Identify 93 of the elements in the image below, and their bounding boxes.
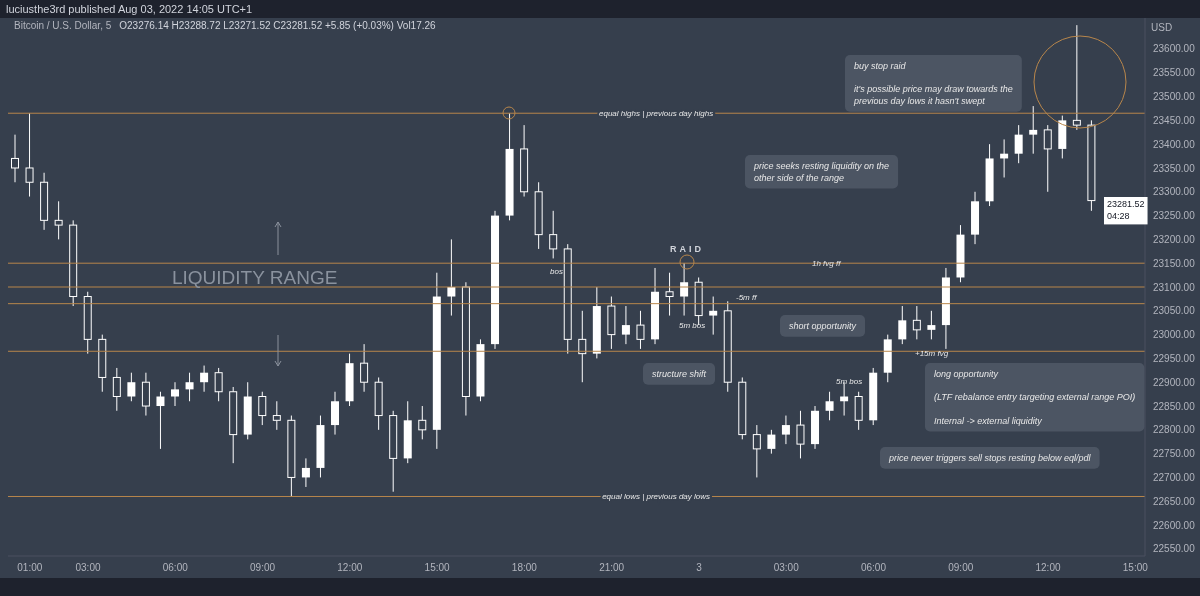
x-tick-label: 03:00 [773, 562, 800, 574]
candlestick [825, 391, 834, 421]
x-tick-label: 12:00 [337, 562, 363, 574]
candlestick [360, 343, 369, 393]
annotation: RAID [670, 244, 704, 254]
candlestick [127, 372, 136, 402]
annotation: -5m ff [736, 293, 758, 302]
candlestick [912, 305, 921, 340]
x-tick-label: 06:00 [162, 562, 189, 574]
candlestick [767, 429, 776, 455]
y-tick-label: 23000.00 [1153, 329, 1196, 341]
candlestick [578, 310, 587, 383]
x-tick-label: 12:00 [1035, 562, 1061, 574]
candlestick [141, 372, 150, 417]
text: buy stop raid it's possible price may draw towards the previous day lows it hasn't swept [854, 61, 1013, 107]
candlestick [200, 365, 209, 393]
candlestick [185, 372, 194, 402]
candlestick [418, 405, 427, 440]
candlestick [665, 272, 674, 317]
y-tick-label: 23550.00 [1153, 67, 1196, 79]
x-tick-label: 01:00 [17, 562, 43, 574]
y-tick-label: 23100.00 [1153, 281, 1196, 293]
annotation: short opportunity [789, 321, 857, 331]
candlestick [11, 134, 19, 183]
candlestick [258, 391, 267, 426]
candlestick [214, 367, 223, 402]
text: luciusthe3rd published Aug 03, 2022 14:05 UTC+1 [6, 3, 253, 15]
y-tick-label: 23150.00 [1153, 257, 1196, 269]
x-tick-label: 09:00 [250, 562, 276, 574]
annotation: 5m bos [836, 377, 863, 386]
candlestick [549, 210, 558, 259]
y-tick-label: 22850.00 [1153, 400, 1196, 412]
annotation: price never triggers sell stops resting below eql/pdl [888, 453, 1092, 463]
y-axis-title: USD [1151, 22, 1173, 34]
y-tick-label: 22700.00 [1153, 471, 1196, 483]
y-tick-label: 23200.00 [1153, 233, 1196, 245]
x-tick-label: 15:00 [1122, 562, 1149, 574]
annotation: LIQUIDITY RANGE [172, 267, 338, 288]
chart-title: Bitcoin / U.S. Dollar, 5 [14, 20, 112, 31]
candlestick [272, 400, 281, 431]
y-tick-label: 22650.00 [1153, 495, 1196, 507]
candlestick [927, 310, 936, 340]
annotation: bos [550, 267, 563, 276]
ref-line-label: equal highs | previous day highs [599, 109, 714, 119]
x-tick-label: 21:00 [599, 562, 625, 574]
x-tick-label: 15:00 [424, 562, 451, 574]
annotation: 5m bos [679, 321, 706, 330]
x-tick-label: 06:00 [860, 562, 887, 574]
candlestick [112, 367, 121, 412]
candlestick [898, 305, 907, 345]
annotation: price seeks resting liquidity on the other side of the range [753, 161, 890, 183]
candlestick [1043, 124, 1052, 193]
annotation: structure shift [652, 369, 707, 379]
x-tick-label: 09:00 [948, 562, 974, 574]
x-tick-label: 03:00 [75, 562, 101, 574]
candlestick [1014, 124, 1023, 164]
y-tick-label: 22600.00 [1153, 519, 1196, 531]
y-tick-label: 23350.00 [1153, 162, 1196, 174]
y-tick-label: 23400.00 [1153, 138, 1196, 150]
candlestick [1029, 105, 1038, 155]
y-tick-label: 22950.00 [1153, 352, 1196, 364]
y-tick-label: 23050.00 [1153, 305, 1196, 317]
candlestick [25, 112, 34, 198]
text: long opportunity (LTF rebalance entry targeting external range POI) Internal -> external liquidity [934, 369, 1136, 426]
candlestick [54, 200, 63, 240]
candlestick [301, 457, 310, 488]
annotation: +15m fvg [915, 349, 949, 358]
y-tick-label: 22900.00 [1153, 376, 1196, 388]
y-tick-label: 23500.00 [1153, 91, 1196, 103]
x-tick-label: 3 [696, 562, 703, 574]
candlestick [752, 424, 761, 478]
candlestick [854, 391, 863, 431]
candlestick [171, 381, 179, 407]
candlestick [709, 296, 718, 336]
y-tick-label: 22550.00 [1153, 543, 1196, 555]
candlestick [781, 415, 790, 445]
y-tick-label: 23600.00 [1153, 43, 1196, 55]
y-tick-label: 22800.00 [1153, 424, 1196, 436]
y-tick-label: 22750.00 [1153, 448, 1196, 460]
chart-subtitle: O23276.14 H23288.72 L23271.52 C23281.52 +5.85 (+0.03%) Vol17.26 [119, 20, 436, 31]
y-tick-label: 23250.00 [1153, 210, 1196, 222]
annotation: 1h fvg ff [812, 259, 842, 268]
candlestick [680, 262, 689, 317]
y-tick-label: 23450.00 [1153, 114, 1196, 126]
candlestick [1072, 24, 1081, 131]
candlestick [156, 391, 165, 450]
y-tick-label: 23300.00 [1153, 186, 1196, 198]
candlestick [331, 391, 340, 436]
candlestick [447, 238, 456, 317]
candlestick [621, 305, 630, 345]
candlestick [796, 410, 805, 459]
x-tick-label: 18:00 [511, 562, 538, 574]
candlestick [636, 310, 645, 350]
